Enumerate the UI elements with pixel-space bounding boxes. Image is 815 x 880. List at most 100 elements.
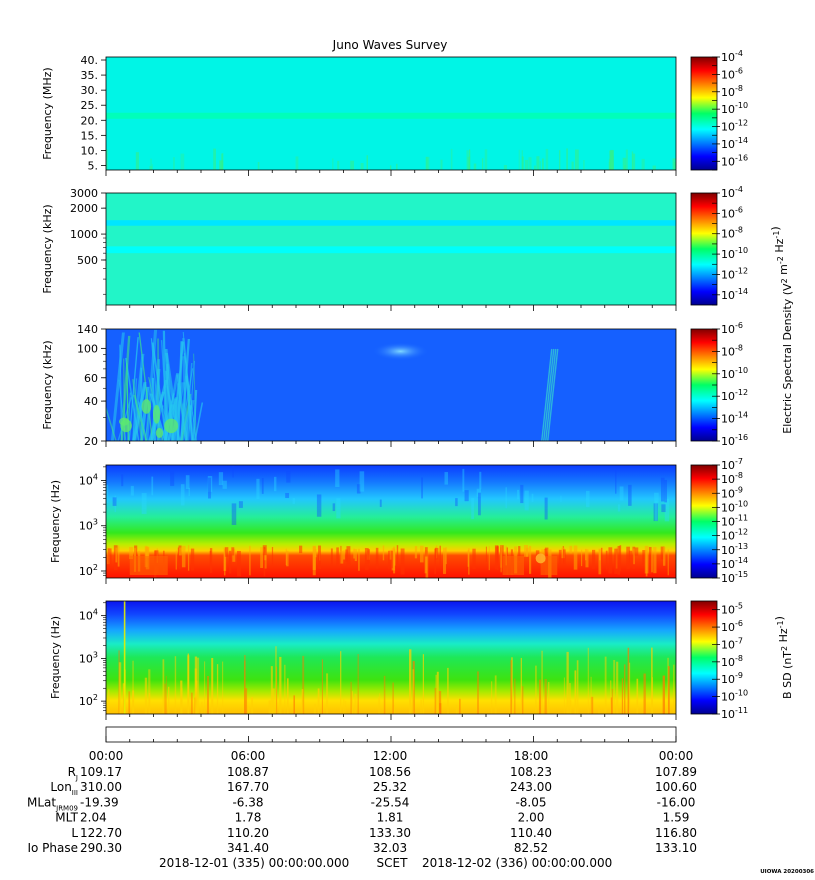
magnetic-spike [535,665,537,714]
noise-streak [619,486,624,501]
ephemeris-value: 110.40 [510,826,552,840]
magnetic-spike [162,659,165,714]
y-tick-label: 102 [79,693,98,708]
noise-streak [478,492,481,516]
noise-streak [188,487,190,497]
spectral-spike [605,550,608,570]
noise-streak [332,503,336,512]
weak-emission [652,165,656,170]
magnetic-spike [357,654,359,714]
magnetic-spike [636,678,639,714]
spectrogram-image-3 [106,329,676,441]
magnetic-spike [216,664,219,714]
colorbar-tick-label: 10-12 [721,119,748,134]
noise-streak [238,501,243,508]
spectral-spike [107,548,112,567]
colorbar [690,192,718,306]
emission-streak [547,348,559,441]
magnetic-spike [590,696,594,714]
noise-streak [285,492,290,499]
spectral-spike [614,548,618,574]
spectral-spike [434,548,436,575]
spectral-spike [391,548,395,571]
weak-emission [521,150,523,170]
noise-streak [471,498,475,520]
weak-emission [484,149,488,170]
colorbar-tick-label: 10-7 [721,636,743,651]
colorbar-tick-label: 10-7 [721,457,743,472]
spectral-spike [660,546,665,560]
magnetic-spike [420,699,422,714]
magnetic-spike [393,704,395,714]
spectral-spike [585,548,587,561]
spectral-spike [260,547,264,568]
y-tick-label: 15. [81,129,99,142]
weak-emission [611,155,614,170]
magnetic-spike [611,688,613,714]
ephemeris-value: 108.87 [227,765,269,779]
weak-emission [366,155,368,170]
colorbar-tick-label: 10-14 [721,411,748,426]
magnetic-spike [392,682,394,714]
weak-emission [571,161,574,170]
weak-emission [625,149,628,170]
magnetic-spike [148,669,151,714]
ephemeris-value: 100.60 [655,780,697,794]
spectrogram-image-2 [106,193,676,305]
magnetic-spike [107,689,110,714]
weak-emission [503,165,507,170]
magnetic-spike [541,650,543,714]
noise-streak [660,477,665,502]
spectrogram-panel-3: 20 40 60 100 140 Frequency (kHz) 10-16 10-14 10-… [41,321,748,448]
spectral-spike [228,550,232,574]
noise-streak [261,478,264,494]
noise-streak [654,492,659,503]
ephemeris-value: 122.70 [80,826,122,840]
magnetic-spike [616,661,619,714]
spectral-spike [634,547,639,556]
y-tick-label: 60 [84,372,98,385]
burst-core [141,399,152,414]
ephemeris-value: 1.78 [235,811,262,825]
spectral-spike [600,547,603,569]
weak-emission [426,156,430,170]
magnetic-spike [587,647,589,714]
magnetic-spike [412,669,415,714]
weak-emission [389,165,392,170]
magnetic-spike [624,664,626,714]
ephemeris-value: 32.03 [373,841,407,855]
noise-streak [286,471,291,483]
magnetic-spike [222,661,224,714]
noise-streak [130,485,134,496]
colorbar-tick-label: 10-6 [721,205,743,220]
magnetic-spike [434,687,437,714]
colorbar-tick-label: 10-9 [721,671,743,686]
noise-streak [207,476,213,492]
burst-core [155,427,164,439]
time-label: 12:00 [373,749,408,763]
spectral-spike [497,545,499,571]
spectral-spike [569,545,573,554]
magnetic-spike [514,678,516,714]
magnetic-spike [613,659,616,714]
magnetic-spike [165,675,167,714]
radio-burst [119,344,123,441]
spectral-spike [500,545,504,572]
weak-emission [541,158,544,170]
spectral-spike [651,550,653,573]
spectral-spike [472,548,476,570]
ephemeris-value: 243.00 [510,780,552,794]
weak-emission [473,163,477,170]
magnetic-spike [164,683,166,714]
magnetic-spike [314,703,316,714]
noise-streak [359,471,365,492]
magnetic-spike [302,655,305,714]
y-axis-label: Frequency (kHz) [41,340,54,429]
spectral-spike [231,547,235,556]
spectral-spike [312,545,316,570]
spectral-spike [367,549,370,564]
burst-core [152,405,161,424]
weak-emission [608,158,611,170]
weak-emission [534,165,536,170]
